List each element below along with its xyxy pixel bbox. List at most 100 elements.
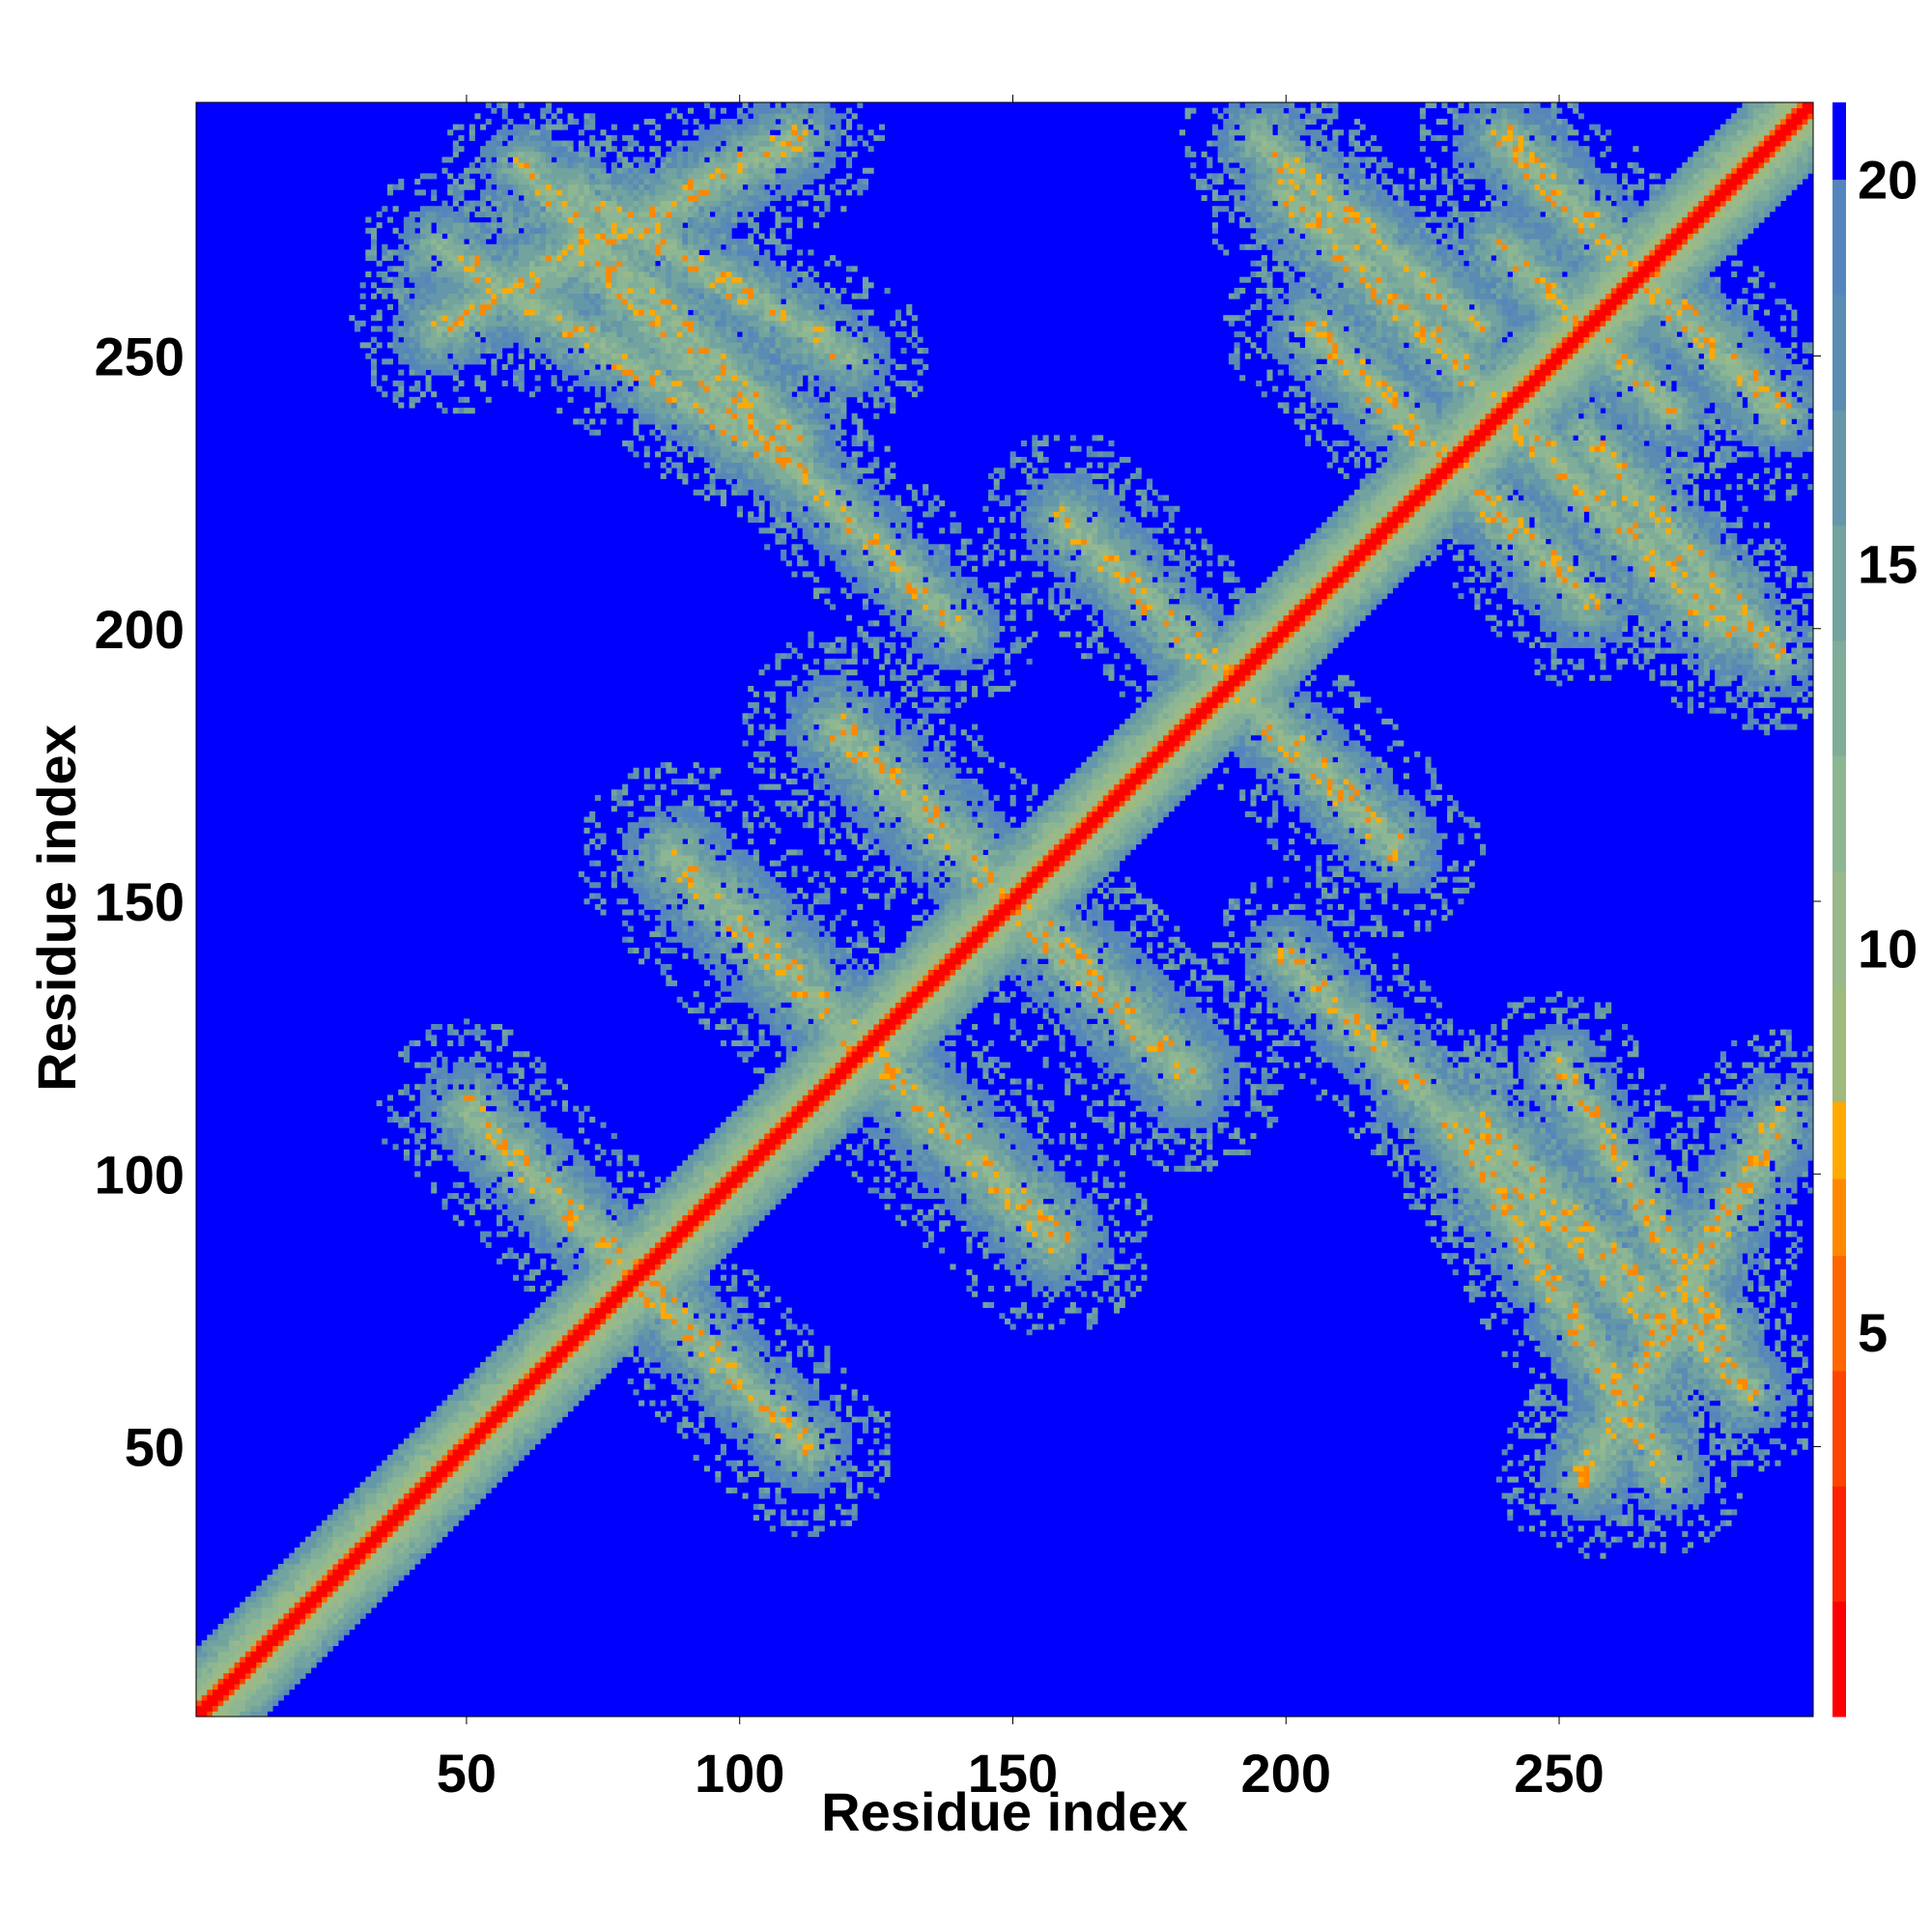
heatmap-cell — [862, 1470, 874, 1478]
heatmap-cell — [687, 1177, 695, 1183]
heatmap-cell — [431, 1433, 438, 1439]
heatmap-cell — [561, 1280, 574, 1287]
heatmap-cell — [534, 1422, 553, 1429]
heatmap-cell — [1622, 1520, 1629, 1526]
heatmap-cell — [1719, 1313, 1732, 1320]
heatmap-cell — [736, 1187, 743, 1194]
heatmap-cell — [676, 1323, 683, 1330]
heatmap-cell — [1622, 1427, 1634, 1434]
heatmap-cell — [655, 1264, 662, 1270]
heatmap-cell — [742, 1193, 754, 1200]
heatmap-cell — [753, 1400, 759, 1406]
heatmap-cell — [736, 1204, 743, 1210]
heatmap-cell — [425, 1460, 438, 1466]
heatmap-cell — [1687, 1378, 1693, 1385]
heatmap-cell — [518, 1187, 525, 1194]
heatmap-cell — [392, 1503, 399, 1510]
heatmap-cell — [370, 1520, 378, 1526]
heatmap-cell — [556, 1264, 563, 1270]
heatmap-cell — [1075, 1247, 1093, 1254]
heatmap-cell — [791, 1509, 798, 1516]
heatmap-cell — [513, 1378, 520, 1385]
heatmap-cell — [643, 1296, 650, 1303]
heatmap-cell — [808, 1346, 814, 1352]
heatmap-cell — [720, 1443, 726, 1450]
heatmap-cell — [1009, 1198, 1016, 1205]
heatmap-cell — [824, 1433, 837, 1439]
heatmap-cell — [1550, 1356, 1557, 1363]
heatmap-cell — [212, 1667, 224, 1674]
heatmap-cell — [534, 1220, 547, 1227]
heatmap-cell — [1660, 1329, 1666, 1336]
heatmap-cell — [775, 1373, 781, 1379]
heatmap-cell — [1731, 1334, 1738, 1341]
heatmap-cell — [1627, 1231, 1639, 1237]
heatmap-cell — [534, 1225, 541, 1232]
heatmap-cell — [1507, 1296, 1514, 1303]
heatmap-cell — [1698, 1531, 1705, 1538]
heatmap-cell — [1600, 1356, 1612, 1363]
heatmap-cell — [524, 1177, 530, 1183]
heatmap-cell — [1670, 1416, 1689, 1423]
heatmap-cell — [725, 1313, 732, 1320]
heatmap-cell — [201, 1662, 208, 1668]
heatmap-cell — [1081, 1231, 1088, 1237]
heatmap-cell — [1600, 1334, 1606, 1341]
heatmap-cell — [1791, 1241, 1798, 1248]
heatmap-cell — [1528, 1476, 1535, 1483]
heatmap-cell — [693, 1225, 699, 1232]
heatmap-cell — [528, 1329, 541, 1336]
heatmap-cell — [1670, 1323, 1678, 1330]
heatmap-cell — [1556, 1427, 1563, 1434]
heatmap-cell — [1665, 1373, 1672, 1379]
heatmap-cell — [977, 1220, 983, 1227]
heatmap-cell — [1561, 1208, 1568, 1216]
heatmap-cell — [551, 1406, 568, 1412]
heatmap-cell — [1627, 1433, 1639, 1439]
heatmap-cell — [1573, 1515, 1584, 1521]
heatmap-cell — [736, 1198, 754, 1205]
heatmap-cell — [1600, 1552, 1606, 1559]
heatmap-cell — [1561, 1427, 1568, 1434]
heatmap-cell — [1780, 1187, 1787, 1194]
heatmap-cell — [731, 1204, 738, 1210]
heatmap-cell — [1610, 1378, 1617, 1385]
heatmap-cell — [513, 1214, 520, 1221]
heatmap-cell — [1633, 1356, 1639, 1363]
heatmap-cell — [999, 1247, 1006, 1254]
heatmap-cell — [447, 1193, 454, 1200]
heatmap-cell — [682, 1258, 695, 1264]
heatmap-cell — [201, 1672, 213, 1679]
heatmap-cell — [753, 1406, 759, 1412]
heatmap-cell — [1742, 1307, 1748, 1314]
heatmap-cell — [1709, 1362, 1721, 1369]
heatmap-cell — [1042, 1220, 1055, 1227]
heatmap-cell — [1719, 1498, 1726, 1505]
heatmap-cell — [349, 1596, 361, 1603]
heatmap-cell — [513, 1383, 520, 1390]
heatmap-cell — [725, 1334, 743, 1341]
heatmap-cell — [1605, 1476, 1617, 1483]
heatmap-cell — [655, 1350, 662, 1357]
heatmap-cell — [720, 1236, 726, 1243]
heatmap-cell — [769, 1400, 776, 1406]
heatmap-cell — [1573, 1406, 1579, 1412]
heatmap-cell — [1589, 1269, 1601, 1276]
heatmap-cell — [1692, 1356, 1705, 1363]
heatmap-cell — [1135, 1286, 1142, 1293]
heatmap-cell — [769, 1422, 781, 1429]
heatmap-cell — [1660, 1531, 1666, 1538]
heatmap-cell — [469, 1416, 475, 1423]
heatmap-cell — [1654, 1236, 1662, 1243]
heatmap-cell — [715, 1236, 722, 1243]
heatmap-cell — [867, 1410, 874, 1417]
heatmap-cell — [1605, 1470, 1612, 1478]
heatmap-cell — [1577, 1427, 1584, 1434]
heatmap-cell — [1075, 1198, 1082, 1205]
heatmap-cell — [698, 1400, 716, 1406]
heatmap-cell — [1042, 1236, 1060, 1243]
heatmap-cell — [1682, 1225, 1689, 1232]
heatmap-cell — [1075, 1307, 1082, 1314]
heatmap-cell — [1589, 1274, 1601, 1281]
heatmap-cell — [1709, 1416, 1716, 1423]
